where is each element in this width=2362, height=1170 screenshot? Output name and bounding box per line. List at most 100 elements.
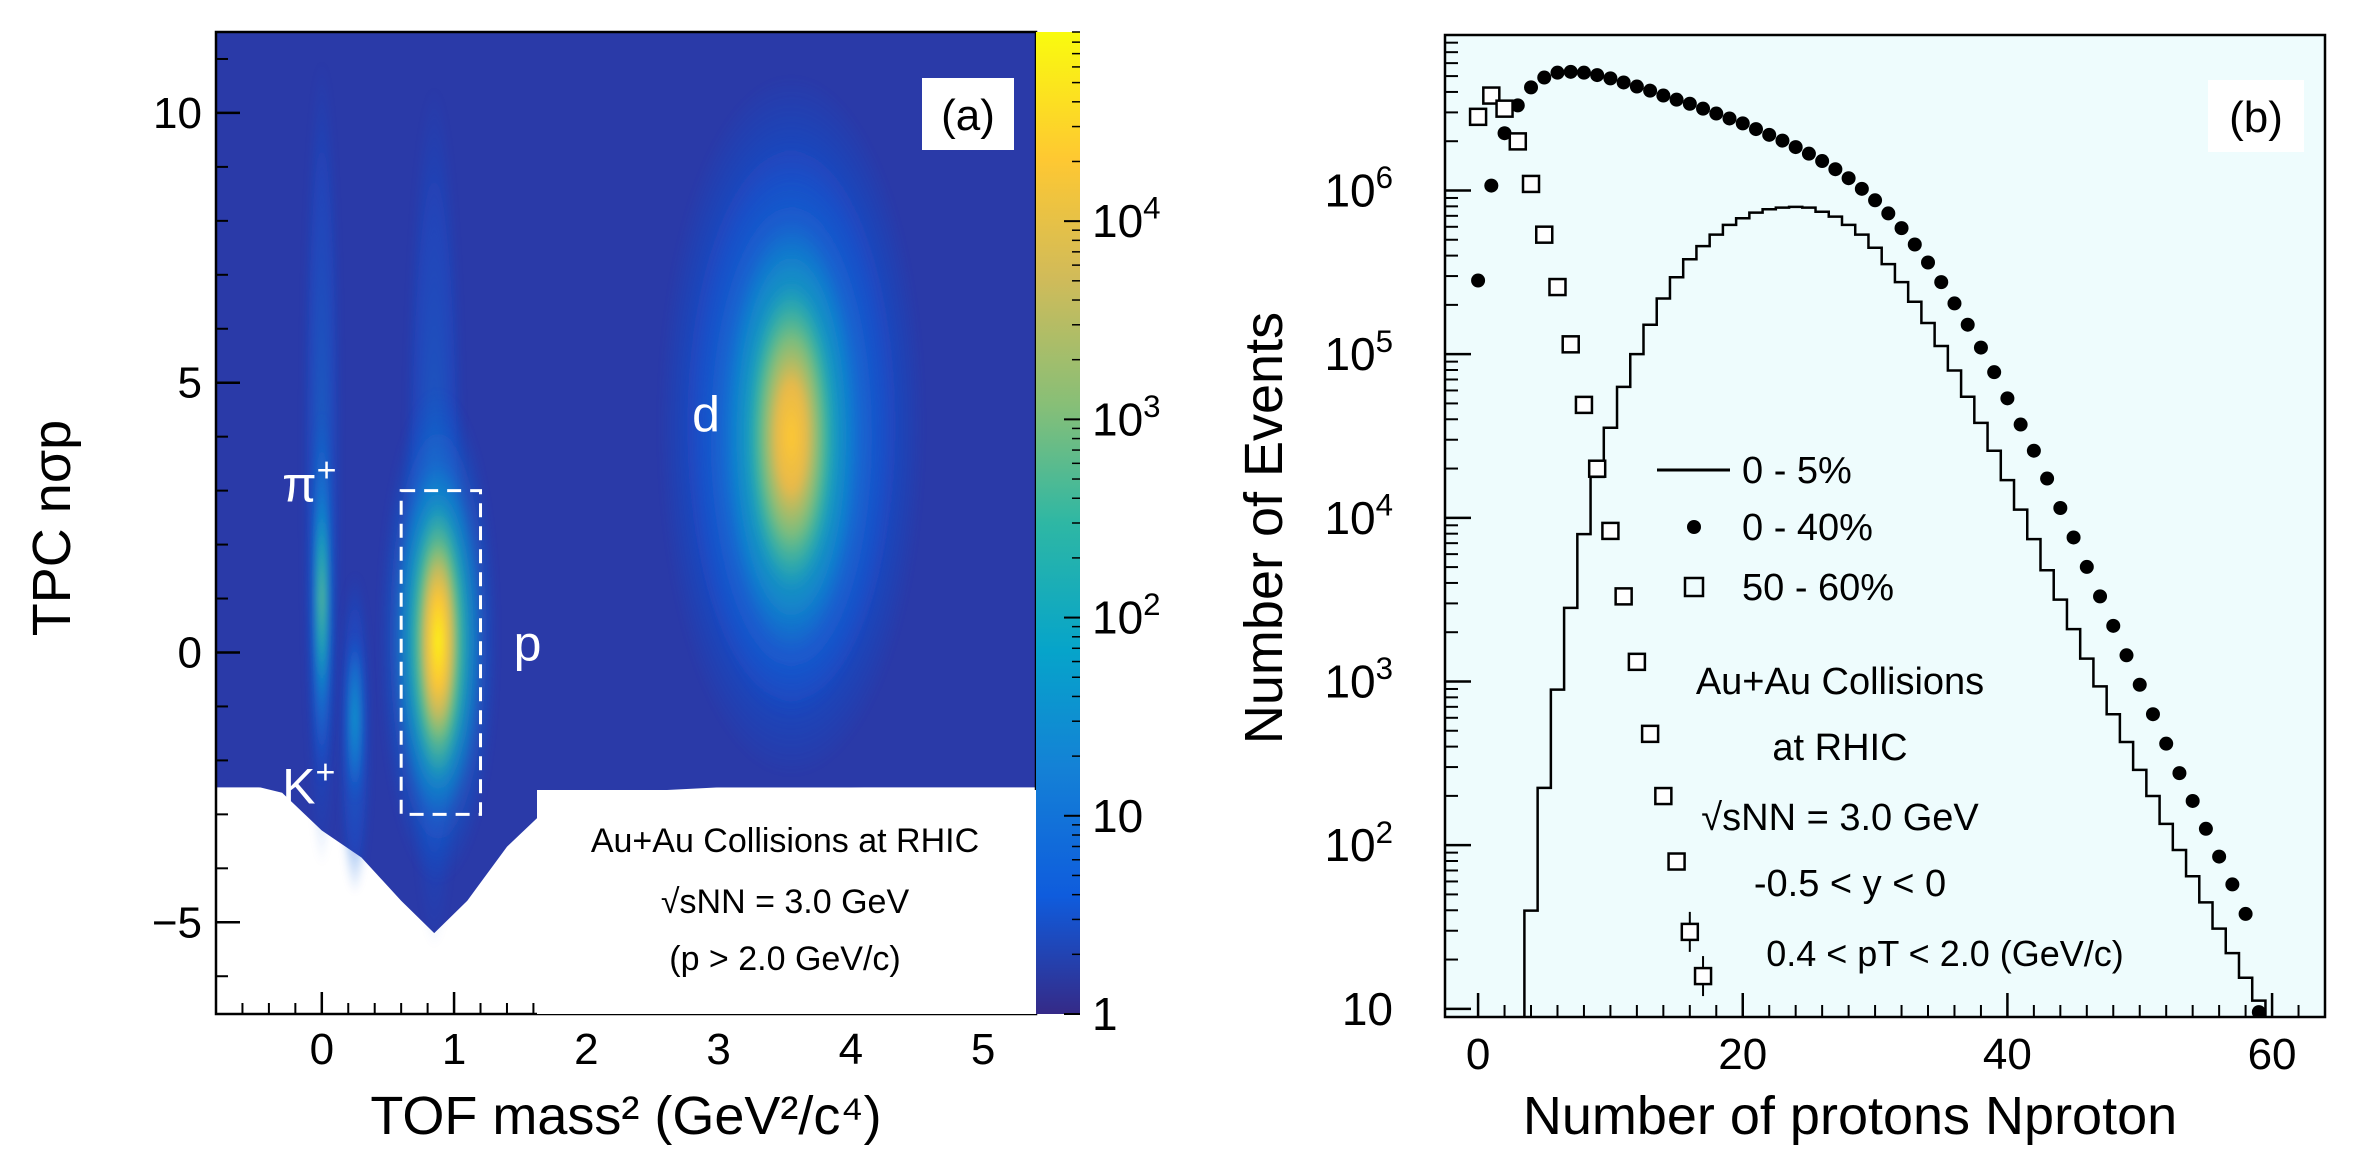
- series-0-40-point: [2093, 589, 2108, 604]
- series-50-60-point: [1627, 652, 1647, 672]
- panel-b-x-axis-title: Number of protons Nproton: [1523, 1086, 2177, 1146]
- series-0-40-point: [2251, 1005, 2266, 1017]
- panel-a-annotation-box: [537, 790, 1036, 1014]
- series-0-40-point: [2013, 417, 2028, 432]
- x-tick-label-b-40: 40: [1983, 1030, 2032, 1079]
- series-0-40-point: [1801, 146, 1816, 161]
- color-scale-label-4-exp: 4: [1143, 191, 1160, 226]
- color-scale-label-2: 102: [1092, 587, 1161, 643]
- color-scale-label-3-base: 10: [1092, 393, 1143, 445]
- x-tick-label-b-0: 0: [1466, 1030, 1490, 1079]
- panel-a-label: (a): [941, 91, 995, 140]
- series-50-60-point: [1680, 922, 1700, 942]
- panel-a-x-axis-title: TOF mass² (GeV²/c⁴): [370, 1086, 881, 1146]
- series-0-40-point: [1973, 340, 1988, 355]
- color-scale-label-0: 1: [1092, 988, 1118, 1040]
- series-0-40-point: [1921, 255, 1936, 270]
- series-0-40-point: [1815, 154, 1830, 169]
- series-0-40-point: [1550, 65, 1565, 80]
- y-tick-label-b-2-base: 10: [1324, 655, 1375, 707]
- series-0-40-point: [1484, 178, 1499, 193]
- series-50-60-point: [1693, 966, 1713, 986]
- color-scale-label-2-base: 10: [1092, 592, 1143, 644]
- panel-b-annotation-line-4: -0.5 < y < 0: [1754, 863, 1946, 905]
- series-0-40-point: [1907, 237, 1922, 252]
- y-tick-label-b-5-base: 10: [1324, 164, 1375, 216]
- series-50-60-point: [1495, 99, 1514, 118]
- series-0-40-point: [1510, 98, 1525, 113]
- y-tick-label-b-4-base: 10: [1324, 328, 1375, 380]
- x-tick-label-a-1: 1: [442, 1025, 466, 1074]
- y-tick-label-b-3-base: 10: [1324, 492, 1375, 544]
- legend-label-0-40: 0 - 40%: [1742, 507, 1873, 549]
- series-50-60-point: [1614, 587, 1633, 606]
- heatmap-deuteron-core: [749, 285, 834, 588]
- series-0-40-point: [1762, 127, 1777, 142]
- series-0-40-point: [1868, 193, 1883, 208]
- x-tick-label-b-20: 20: [1718, 1030, 1767, 1079]
- panel-b-annotation-line-2: at RHIC: [1772, 727, 1907, 769]
- series-0-40-point: [1854, 181, 1869, 196]
- color-scale-label-4: 104: [1092, 191, 1161, 247]
- y-tick-label-b-1-base: 10: [1324, 819, 1375, 871]
- particle-label-1-base: K: [282, 759, 315, 815]
- series-0-40-point: [2066, 530, 2081, 545]
- series-0-40-point: [1828, 162, 1843, 177]
- x-tick-label-a-3: 3: [706, 1025, 730, 1074]
- panel-b-series: [1468, 64, 2267, 1017]
- y-tick-label-b-2-exp: 3: [1376, 651, 1393, 686]
- series-0-40-point: [2119, 648, 2134, 663]
- legend-label-50-60: 50 - 60%: [1742, 567, 1894, 609]
- particle-labels: π+K+pd: [282, 386, 720, 814]
- legend-marker-0-40: [1687, 520, 1701, 534]
- y-tick-label-b-0-base: 10: [1342, 983, 1393, 1035]
- color-scale-label-0-base: 1: [1092, 988, 1118, 1040]
- particle-label-1: K+: [282, 754, 335, 815]
- series-0-40-point: [1537, 70, 1552, 85]
- panel-a-annotation-line-2: √sNN = 3.0 GeV: [661, 883, 910, 921]
- series-0-40-point: [1563, 64, 1578, 79]
- series-0-40-point: [1603, 71, 1618, 86]
- series-0-40-point: [2185, 793, 2200, 808]
- series-0-40-point: [2238, 906, 2253, 921]
- particle-label-0: π+: [282, 451, 336, 512]
- series-0-5-histogram: [1523, 205, 2267, 1017]
- series-0-40-point: [2132, 677, 2147, 692]
- panel-b-annotation-line-5: 0.4 < pT < 2.0 (GeV/c): [1766, 933, 2124, 974]
- series-0-40-point: [2000, 391, 2015, 406]
- heatmap-kaon-band: [345, 630, 365, 804]
- series-50-60-point: [1667, 852, 1686, 871]
- series-0-40-point: [1471, 273, 1486, 288]
- panel-a-axis-ticks: 0 1 2 3 4 5 −5 0 5 10: [152, 57, 1011, 1074]
- color-scale-label-1: 10: [1092, 790, 1143, 842]
- series-0-40-point: [1934, 275, 1949, 290]
- proton-selection-box: [399, 489, 483, 816]
- panel-b-y-axis-title: Number of Events: [1234, 312, 1294, 744]
- panel-b-legend: 0 - 5% 0 - 40% 50 - 60%: [1657, 450, 1894, 609]
- y-tick-label-b-2: 103: [1324, 651, 1393, 707]
- series-50-60-point: [1548, 277, 1567, 297]
- y-tick-label-b-3-exp: 4: [1376, 487, 1393, 522]
- color-scale-label-1-base: 10: [1092, 790, 1143, 842]
- x-tick-label-a-2: 2: [574, 1025, 598, 1074]
- heatmap-proton-core: [422, 544, 455, 739]
- particle-label-3: d: [692, 386, 720, 442]
- y-tick-label-a-10: 10: [153, 89, 202, 138]
- series-0-40-point: [1735, 116, 1750, 131]
- y-tick-label-b-1: 102: [1324, 815, 1393, 871]
- y-tick-label-b-3: 104: [1324, 487, 1393, 543]
- series-50-60-point: [1654, 786, 1673, 806]
- panel-b-annotation-line-1: Au+Au Collisions: [1696, 661, 1984, 703]
- panel-a-annotation-line-3: (p > 2.0 GeV/c): [669, 940, 901, 978]
- panel-a-label-box: [922, 78, 1014, 150]
- series-0-40-point: [1987, 365, 2002, 380]
- series-0-40-point: [1669, 92, 1684, 107]
- series-0-40-point: [1629, 79, 1644, 94]
- series-0-40-point: [1947, 296, 1962, 311]
- panel-a-annotation-line-1: Au+Au Collisions at RHIC: [591, 822, 979, 860]
- color-scale-label-4-base: 10: [1092, 195, 1143, 247]
- series-0-40-point: [1960, 317, 1975, 332]
